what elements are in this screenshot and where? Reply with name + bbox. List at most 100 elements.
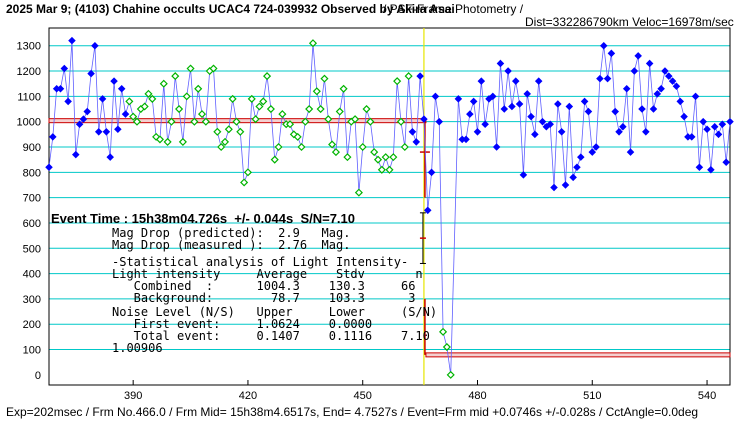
data-point-green — [228, 94, 237, 103]
data-point-blue — [680, 112, 688, 121]
data-point-green — [335, 107, 344, 116]
data-point-blue — [592, 143, 600, 151]
data-point-green — [297, 142, 306, 152]
data-point-green — [396, 117, 406, 126]
x-tick-label: 510 — [583, 390, 601, 402]
data-point-green — [270, 155, 279, 164]
data-point-blue — [519, 171, 528, 179]
y-tick-label: 1000 — [17, 117, 41, 129]
y-tick-label: 500 — [23, 243, 41, 255]
data-point-blue — [60, 64, 69, 73]
data-point-blue — [477, 77, 486, 85]
data-point-green — [167, 117, 176, 126]
data-point-blue — [114, 125, 122, 134]
data-point-green — [175, 104, 184, 114]
data-point-green — [152, 132, 161, 141]
data-point-green — [381, 153, 390, 162]
data-point-green — [159, 79, 168, 88]
y-tick-label: 1200 — [17, 66, 41, 78]
data-point-blue — [634, 52, 642, 60]
noise-total-event: Total event: 0.1407 0.1116 7.10 — [112, 329, 430, 343]
data-point-blue — [726, 117, 734, 126]
light-intensity-combined: Combined : 1004.3 130.3 66 — [112, 279, 416, 293]
data-point-blue — [580, 97, 589, 106]
data-point-blue — [687, 133, 696, 141]
data-point-blue — [79, 115, 88, 123]
data-point-blue — [462, 135, 470, 144]
chart-subtitle: / PSF-Frame Photometry / — [383, 2, 524, 16]
chart-title: 2025 Mar 9; (4103) Chahine occults UCAC4… — [6, 2, 455, 16]
data-point-blue — [466, 110, 474, 118]
data-point-green — [366, 117, 375, 126]
data-point-green — [320, 74, 329, 83]
axis-layer: 0 100 200 300 400 500 600 700 800 900 1000 1100 1200… — [17, 27, 731, 402]
data-point-green — [155, 135, 164, 144]
data-point-blue — [611, 107, 619, 116]
footer-info: Exp=202msec / Frm No.466.0 / Frm Mid= 15… — [6, 405, 699, 419]
data-point-blue — [420, 115, 428, 123]
data-point-blue — [695, 163, 704, 172]
data-point-blue — [75, 120, 84, 128]
data-point-blue — [596, 74, 604, 83]
data-point-blue — [492, 143, 501, 151]
data-point-blue — [83, 107, 92, 116]
data-point-blue — [68, 36, 76, 45]
data-point-blue — [707, 166, 715, 174]
data-point-blue — [588, 148, 597, 156]
data-point-blue — [561, 181, 570, 189]
data-point-blue — [412, 138, 421, 146]
data-point-blue — [557, 128, 566, 136]
data-point-green — [393, 77, 402, 86]
data-point-green — [247, 94, 256, 103]
data-point-green — [351, 115, 360, 124]
data-point-blue — [703, 125, 711, 134]
data-point-blue — [508, 102, 516, 111]
data-point-blue — [653, 90, 662, 98]
level-line — [425, 352, 731, 358]
data-point-green — [446, 370, 455, 379]
data-point-green — [328, 140, 337, 149]
y-tick-label: 300 — [23, 294, 41, 306]
data-point-green — [163, 137, 172, 146]
data-point-blue — [454, 95, 463, 103]
connector-line — [48, 40, 731, 375]
data-point-blue — [691, 92, 700, 101]
data-point-blue — [496, 59, 505, 68]
data-point-green — [197, 110, 207, 119]
data-point-green — [343, 153, 352, 162]
y-tick-label: 800 — [23, 167, 41, 179]
data-point-green — [171, 72, 180, 81]
data-point-green — [389, 153, 398, 162]
data-point-green — [201, 117, 210, 126]
data-point-blue — [102, 128, 111, 136]
data-point-blue — [661, 67, 669, 75]
data-point-blue — [427, 168, 436, 177]
data-point-blue — [106, 153, 114, 161]
data-point-blue — [565, 102, 574, 111]
data-point-green — [293, 132, 302, 141]
data-point-green — [358, 142, 367, 152]
data-point-green — [400, 142, 409, 152]
mag-drop-predicted: Mag Drop (predicted): 2.9 Mag. — [112, 226, 351, 240]
data-point-green — [194, 84, 203, 93]
light-intensity-background: Background: 78.7 103.3 3 — [112, 291, 416, 305]
y-tick-label: 700 — [23, 193, 41, 205]
data-point-blue — [649, 105, 658, 113]
data-point-blue — [49, 133, 57, 141]
data-point-green — [140, 102, 149, 111]
data-point-blue — [546, 120, 554, 128]
data-point-blue — [657, 85, 665, 93]
data-point-blue — [668, 77, 677, 85]
data-point-green — [220, 137, 230, 146]
data-point-blue — [469, 97, 478, 106]
data-point-blue — [481, 120, 489, 128]
data-point-green — [362, 104, 371, 114]
y-tick-label: 900 — [23, 142, 41, 154]
data-point-green — [148, 94, 157, 103]
data-point-blue — [523, 90, 531, 98]
data-point-blue — [573, 163, 581, 172]
data-point-green — [377, 165, 386, 174]
data-point-green — [385, 165, 394, 174]
data-point-green — [251, 115, 260, 124]
data-point-blue — [619, 122, 627, 131]
